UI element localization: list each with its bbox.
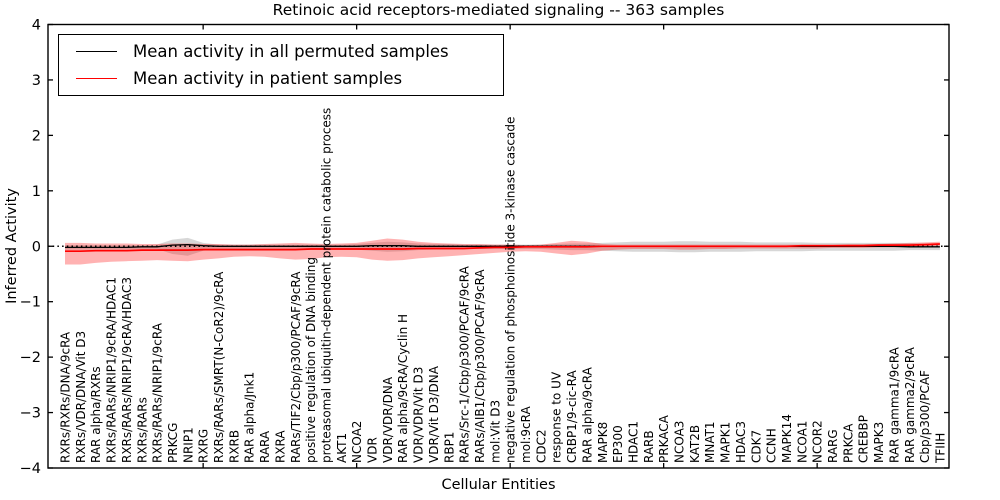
x-tick-label: RXRs/RXRs/DNA/9cRA <box>59 331 73 463</box>
x-tick-label: RXRs/RARs <box>135 397 149 463</box>
x-tick-label: MAPK1 <box>719 422 733 463</box>
x-tick-label: KAT2B <box>688 425 702 463</box>
x-tick-label: MAPK3 <box>872 422 886 463</box>
x-tick-label: RARA <box>258 430 272 463</box>
x-tick-label: RARG <box>826 429 840 463</box>
x-tick-label: mol:Vit D3 <box>488 400 502 463</box>
x-tick-label: PRKCG <box>166 423 180 463</box>
x-tick-label: RBP1 <box>442 432 456 463</box>
x-tick-label: RARs/TIF2/Cbp/p300/PCAF/9cRA <box>289 271 303 463</box>
x-tick-label: CCNH <box>765 428 779 463</box>
x-tick-label: TFIIH <box>933 433 947 464</box>
x-tick-label: NRIP1 <box>181 427 195 463</box>
x-tick-label: RXRs/RARs/SMRT(N-CoR2)/9cRA <box>212 271 226 463</box>
x-tick-label: RXRs/RARs/NRIP1/9cRA/HDAC1 <box>105 277 119 463</box>
x-tick-label: CDK7 <box>749 430 763 463</box>
patient-line-sample-icon <box>76 77 117 79</box>
x-tick-label: VDR/VDR/DNA <box>381 376 395 463</box>
x-tick-label: VDR <box>366 437 380 463</box>
y-tick-label: 2 <box>32 128 41 144</box>
permuted-line-sample-icon <box>76 51 117 53</box>
x-tick-label: AKT1 <box>335 433 349 463</box>
patient-confidence-band <box>65 238 940 265</box>
x-tick-label: RARs/Src-1/Cbp/p300/PCAF/9cRA <box>458 265 472 463</box>
x-tick-label: RXRs/RARs/NRIP1/9cRA/HDAC3 <box>120 277 134 463</box>
x-tick-label: Cbp/p300/PCAF <box>918 370 932 463</box>
patient-mean-line <box>65 243 940 253</box>
x-axis-title: Cellular Entities <box>441 477 556 493</box>
x-tick-label: RAR gamma1/9cRA <box>887 346 901 463</box>
x-tick-label: RXRs/VDR/DNA/Vit D3 <box>74 331 88 463</box>
x-tick-label: NCOA1 <box>795 421 809 463</box>
y-tick-label: −2 <box>20 350 41 366</box>
x-tick-label: CDC2 <box>534 429 548 463</box>
legend: Mean activity in all permuted samples Me… <box>58 34 504 96</box>
x-tick-label: RXRB <box>227 430 241 463</box>
x-tick-label: CREBBP <box>857 415 871 463</box>
x-tick-label: RXRG <box>197 429 211 463</box>
x-tick-label: RARs/AIB1/Cbp/p300/PCAF/9cRA <box>473 269 487 463</box>
x-tick-label: mol:9cRA <box>519 406 533 463</box>
x-tick-label: RAR alpha/9cRA <box>580 366 594 463</box>
x-tick-label: HDAC3 <box>734 421 748 463</box>
y-tick-label: 3 <box>32 73 41 89</box>
x-tick-label: MAPK14 <box>780 414 794 463</box>
y-tick-label: 0 <box>32 239 41 255</box>
x-tick-label: NCOR2 <box>811 420 825 463</box>
x-tick-label: HDAC1 <box>626 421 640 463</box>
x-tick-label: EP300 <box>611 425 625 463</box>
x-tick-label: positive regulation of DNA binding <box>304 257 318 463</box>
x-tick-label: response to UV <box>550 371 564 463</box>
y-tick-label: −3 <box>20 406 41 422</box>
x-tick-label: RAR gamma2/9cRA <box>903 346 917 463</box>
x-tick-label: MAPK8 <box>596 422 610 463</box>
x-tick-label: NCOA2 <box>350 421 364 463</box>
x-tick-label: NCOA3 <box>673 421 687 463</box>
x-tick-label: CRBP1/9-cic-RA <box>565 369 579 463</box>
y-tick-label: 1 <box>32 184 41 200</box>
x-tick-label: MNAT1 <box>703 421 717 463</box>
chart-title: Retinoic acid receptors-mediated signali… <box>272 1 725 19</box>
x-tick-label: RARB <box>642 430 656 463</box>
legend-item-patient: Mean activity in patient samples <box>59 69 503 88</box>
x-tick-label: VDR/Vit D3/DNA <box>427 365 441 463</box>
x-tick-label: RAR alpha/9cRA/Cyclin H <box>396 314 410 463</box>
x-tick-label: RXRs/RARs/NRIP1/9cRA <box>151 322 165 463</box>
x-tick-label: RAR alpha/RXRs <box>89 366 103 463</box>
x-tick-label: proteasomal ubiquitin-dependent protein … <box>319 108 333 463</box>
x-tick-label: PRKCA <box>841 423 855 463</box>
x-tick-label: VDR/VDR/Vit D3 <box>412 367 426 463</box>
y-tick-label: 4 <box>32 18 41 34</box>
x-tick-label: negative regulation of phosphoinositide … <box>504 117 518 463</box>
legend-item-permuted: Mean activity in all permuted samples <box>59 42 503 61</box>
y-tick-label: −4 <box>20 461 41 477</box>
x-tick-label: PRKACA <box>657 414 671 463</box>
y-tick-label: −1 <box>20 295 41 311</box>
x-tick-label: RXRA <box>273 430 287 463</box>
legend-label-permuted: Mean activity in all permuted samples <box>133 42 449 62</box>
legend-label-patient: Mean activity in patient samples <box>133 68 403 88</box>
y-axis-title: Inferred Activity <box>4 188 20 304</box>
x-tick-label: RAR alpha/Jnk1 <box>243 372 257 463</box>
